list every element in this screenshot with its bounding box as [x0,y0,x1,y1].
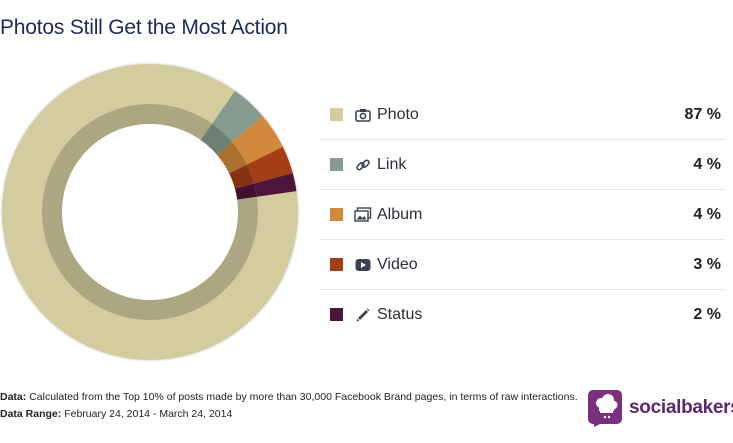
video-icon [354,257,372,273]
chart-title: Photos Still Get the Most Action [0,16,288,39]
legend-swatch [330,158,343,171]
legend-row-photo: Photo 87 % [320,90,725,140]
legend-label: Link [377,155,407,173]
slice-album [232,115,283,165]
data-range-text: February 24, 2014 - March 24, 2014 [64,408,233,420]
legend-row-link: Link 4 % [320,140,725,190]
legend-label: Photo [377,105,419,123]
legend-value: 87 % [684,105,721,123]
legend-label: Album [377,205,423,223]
legend: Photo 87 % Link 4 % Album 4 % Video 3 % Status 2 … [320,90,725,339]
slice-inner-link [200,123,233,155]
slice-video [246,146,293,184]
legend-value: 3 % [693,255,721,273]
slice-status [254,172,297,197]
slice-inner-album [216,141,247,174]
data-note-label: Data: [0,391,27,403]
chef-hat-icon [588,390,622,427]
legend-row-album: Album 4 % [320,190,725,240]
donut-chart [0,62,300,362]
data-note-text: Calculated from the Top 10% of posts mad… [29,391,578,403]
pencil-icon [354,307,372,323]
data-range-label: Data Range: [0,408,62,420]
album-icon [354,207,372,223]
legend-label: Status [377,305,423,323]
slice-inner-video [229,164,255,189]
brand-logo: socialbakers [587,389,733,427]
camera-icon [354,107,372,123]
legend-swatch [330,208,343,221]
legend-swatch [330,108,343,121]
legend-row-video: Video 3 % [320,240,725,290]
slice-inner-status [234,183,257,200]
link-icon [354,157,372,173]
legend-row-status: Status 2 % [320,290,725,339]
slice-link [212,90,263,142]
donut-hole [62,124,238,300]
legend-value: 4 % [693,205,721,223]
legend-value: 2 % [693,305,721,323]
legend-swatch [330,258,343,271]
brand-name: socialbakers [629,397,733,418]
legend-label: Video [377,255,418,273]
data-note: Data: Calculated from the Top 10% of pos… [0,391,578,403]
legend-swatch [330,308,343,321]
data-range: Data Range: February 24, 2014 - March 24… [0,408,232,420]
legend-value: 4 % [693,155,721,173]
